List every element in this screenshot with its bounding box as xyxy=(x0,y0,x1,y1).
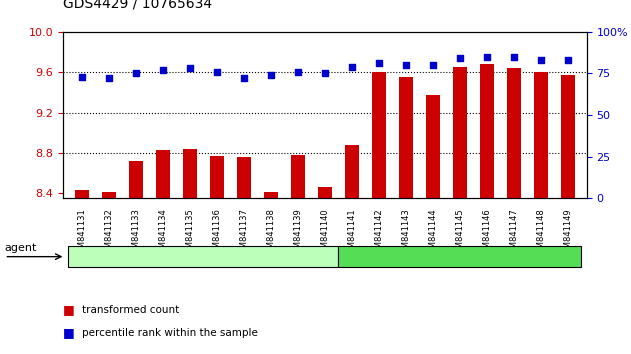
Bar xyxy=(372,72,386,198)
Bar xyxy=(237,157,251,198)
Bar xyxy=(534,72,548,198)
Bar xyxy=(102,192,115,198)
Text: agent: agent xyxy=(4,243,37,253)
Text: saline control: saline control xyxy=(166,252,241,262)
Point xyxy=(347,64,357,70)
Point xyxy=(374,61,384,66)
Bar xyxy=(292,155,305,198)
Point xyxy=(455,56,465,61)
Point xyxy=(158,67,168,73)
Bar xyxy=(561,75,575,198)
Bar xyxy=(210,156,224,198)
Point xyxy=(401,62,411,68)
Bar xyxy=(399,77,413,198)
Text: percentile rank within the sample: percentile rank within the sample xyxy=(82,328,258,338)
Bar xyxy=(507,68,521,198)
Point xyxy=(185,65,195,71)
Point xyxy=(212,69,222,75)
Bar xyxy=(156,150,170,198)
Bar xyxy=(318,187,332,198)
Bar xyxy=(75,190,89,198)
Point xyxy=(482,54,492,59)
Point xyxy=(536,57,546,63)
Text: ■: ■ xyxy=(63,326,75,339)
Text: transformed count: transformed count xyxy=(82,305,179,315)
Bar xyxy=(426,95,440,198)
Point xyxy=(266,72,276,78)
Bar xyxy=(129,161,143,198)
Text: ■: ■ xyxy=(63,303,75,316)
Point xyxy=(509,54,519,59)
Point xyxy=(239,76,249,81)
Point xyxy=(428,62,438,68)
Bar xyxy=(183,149,197,198)
Bar xyxy=(345,145,358,198)
Point xyxy=(77,74,87,80)
Point xyxy=(320,71,330,76)
Point xyxy=(293,69,303,75)
Bar xyxy=(480,64,493,198)
Point xyxy=(104,76,114,81)
Point xyxy=(131,71,141,76)
Bar xyxy=(453,67,467,198)
Bar xyxy=(264,192,278,198)
Point xyxy=(563,57,573,63)
Text: LPS  0.25mg/kg: LPS 0.25mg/kg xyxy=(416,252,504,262)
Text: GDS4429 / 10765634: GDS4429 / 10765634 xyxy=(63,0,212,11)
